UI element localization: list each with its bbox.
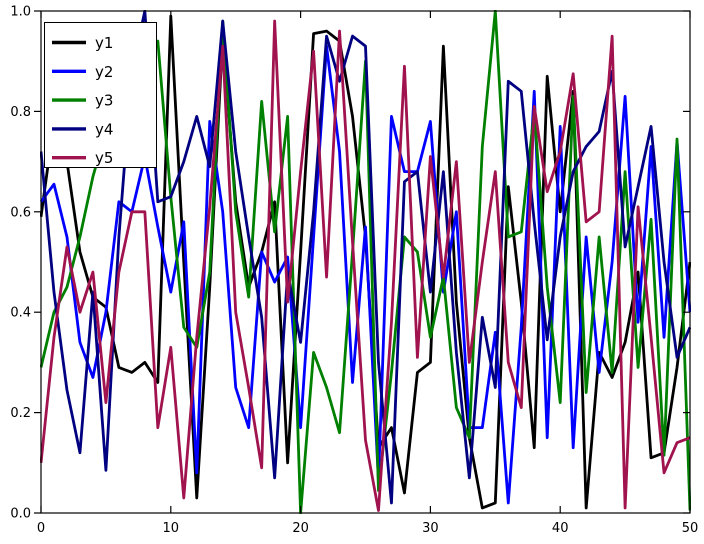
axes-frame xyxy=(40,10,691,514)
x-tick-label: 50 xyxy=(682,521,699,536)
x-tick-label: 30 xyxy=(422,521,439,536)
y-tick-label: 1.0 xyxy=(10,5,31,20)
y-tick-label: 0.8 xyxy=(10,105,31,120)
x-tick-label: 10 xyxy=(163,521,180,536)
series-y5-line xyxy=(40,19,691,512)
legend-y5-label: y5 xyxy=(95,149,113,167)
legend: y1 y2 y3 y4 y5 xyxy=(44,22,157,168)
y-tick-label: 0.0 xyxy=(10,507,31,522)
x-tick-label: 20 xyxy=(292,521,309,536)
legend-y3-label: y3 xyxy=(95,92,113,110)
legend-y1-label: y1 xyxy=(95,34,113,52)
y-tick-label: 0.2 xyxy=(10,406,31,421)
y-tick-label: 0.6 xyxy=(10,205,31,220)
legend-box xyxy=(44,22,157,168)
y-tick-label: 0.4 xyxy=(10,306,31,321)
legend-y4-label: y4 xyxy=(95,120,113,138)
x-tick-label: 0 xyxy=(37,521,45,536)
legend-y2-label: y2 xyxy=(95,63,113,81)
x-tick-label: 40 xyxy=(552,521,569,536)
